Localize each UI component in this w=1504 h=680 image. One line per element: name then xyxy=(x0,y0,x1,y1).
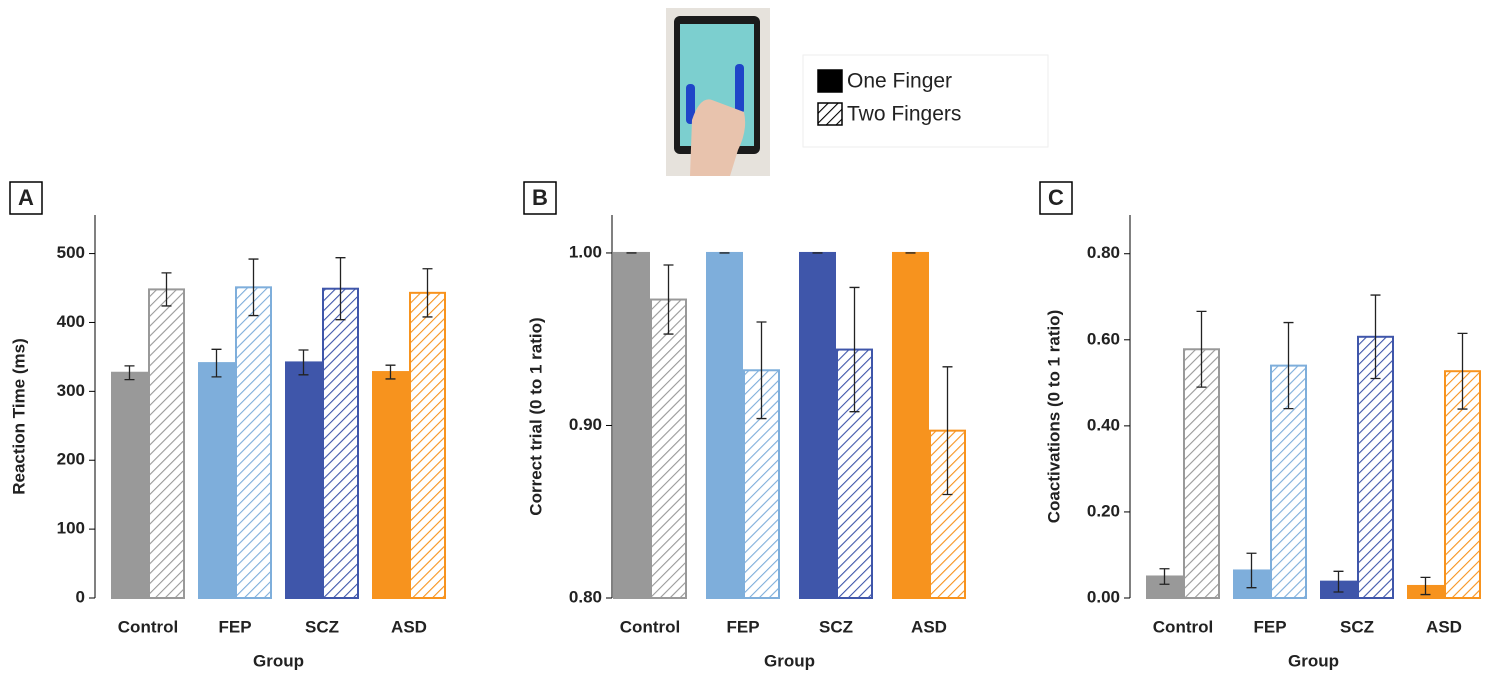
y-tick-label: 100 xyxy=(57,519,85,538)
bar xyxy=(322,287,359,599)
panel-label-box xyxy=(1039,181,1073,215)
y-axis-label: Reaction Time (ms) xyxy=(9,338,28,495)
x-tick-label: SCZ xyxy=(819,617,853,636)
x-tick-label: Control xyxy=(1153,617,1213,636)
bar xyxy=(148,288,185,599)
hand xyxy=(690,99,746,176)
bar xyxy=(409,291,446,599)
x-tick-label: ASD xyxy=(911,617,947,636)
bar xyxy=(198,362,235,599)
y-tick-label: 0.80 xyxy=(1087,243,1120,262)
error-bar xyxy=(849,286,860,413)
bar xyxy=(111,371,148,599)
error-bar xyxy=(1283,321,1294,410)
x-tick-label: FEP xyxy=(218,617,251,636)
bar xyxy=(235,286,272,599)
error-bar xyxy=(335,257,346,321)
y-tick-label: 0.80 xyxy=(569,587,602,606)
panel: C 0.00 0.20 0.40 0.60 0.80 Coactivations (0 to… xyxy=(1039,181,1481,670)
error-bar xyxy=(1457,332,1468,410)
legend-label: One Finger xyxy=(847,70,952,93)
touch-target xyxy=(735,64,744,114)
error-bar xyxy=(1333,570,1344,593)
x-axis-label: Group xyxy=(1288,651,1339,670)
bar xyxy=(613,251,650,599)
bar xyxy=(1357,335,1394,599)
bar xyxy=(706,251,743,599)
error-bar xyxy=(385,364,396,380)
error-bar xyxy=(1196,310,1207,388)
x-tick-label: Control xyxy=(620,617,680,636)
y-tick-label: 0.40 xyxy=(1087,415,1120,434)
error-bar xyxy=(1246,552,1257,589)
error-bar xyxy=(1159,568,1170,585)
x-axis-label: Group xyxy=(764,651,815,670)
error-bar xyxy=(942,366,953,496)
panel-label: A xyxy=(18,185,34,210)
x-tick-label: SCZ xyxy=(305,617,339,636)
y-tick-label: 1.00 xyxy=(569,242,602,261)
y-tick-label: 0.20 xyxy=(1087,501,1120,520)
y-axis-label: Coactivations (0 to 1 ratio) xyxy=(1044,310,1063,523)
panel: A 0 100 200 300 400 500 Reaction Time (ms) Group… xyxy=(9,181,446,670)
y-tick-label: 0.60 xyxy=(1087,329,1120,348)
legend-swatch xyxy=(817,69,843,93)
y-tick-label: 200 xyxy=(57,450,85,469)
legend-swatch xyxy=(817,102,843,126)
bar xyxy=(892,251,929,599)
error-bar xyxy=(756,321,767,420)
y-tick-label: 300 xyxy=(57,381,85,400)
panel-label-box xyxy=(9,181,43,215)
legend-label: Two Fingers xyxy=(847,103,961,126)
bar xyxy=(372,371,409,599)
error-bar xyxy=(161,272,172,307)
error-bar xyxy=(1420,576,1431,596)
x-tick-label: ASD xyxy=(391,617,427,636)
panel: B 0.80 0.90 1.00 Correct trial (0 to 1 ratio… xyxy=(523,181,966,670)
error-bar xyxy=(1370,294,1381,380)
y-axis-label: Correct trial (0 to 1 ratio) xyxy=(526,317,545,515)
legend: One Finger Two Fingers xyxy=(802,54,1049,148)
y-tick-label: 500 xyxy=(57,243,85,262)
error-bar xyxy=(124,365,135,381)
y-tick-label: 400 xyxy=(57,312,85,331)
error-bar xyxy=(422,268,433,318)
x-tick-label: Control xyxy=(118,617,178,636)
legend-box xyxy=(802,54,1049,148)
bar xyxy=(650,298,687,599)
error-bar xyxy=(663,264,674,335)
x-tick-label: FEP xyxy=(1253,617,1286,636)
error-bar xyxy=(248,258,259,317)
panel-label-box xyxy=(523,181,557,215)
y-tick-label: 0.90 xyxy=(569,415,602,434)
tablet-photo xyxy=(666,8,770,176)
touch-target xyxy=(686,84,695,124)
x-tick-label: SCZ xyxy=(1340,617,1374,636)
y-tick-label: 0 xyxy=(76,587,85,606)
x-tick-label: ASD xyxy=(1426,617,1462,636)
error-bar xyxy=(298,349,309,376)
bar xyxy=(799,251,836,599)
panel-label: B xyxy=(532,185,548,210)
y-tick-label: 0.00 xyxy=(1087,587,1120,606)
panel-label: C xyxy=(1048,185,1064,210)
x-tick-label: FEP xyxy=(726,617,759,636)
bar xyxy=(285,361,322,599)
error-bar xyxy=(211,348,222,378)
x-axis-label: Group xyxy=(253,651,304,670)
